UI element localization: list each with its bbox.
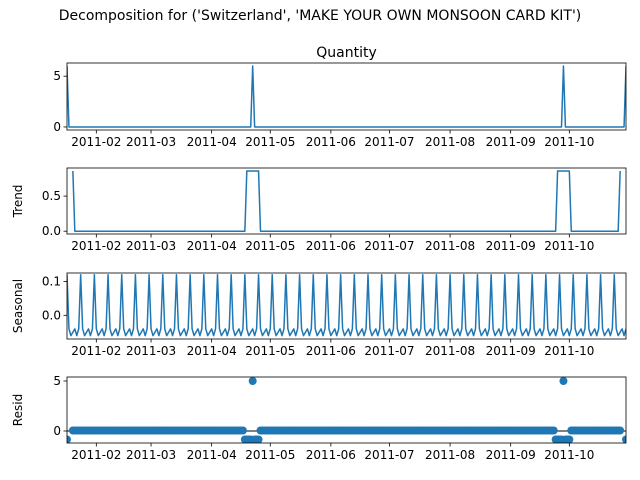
axes-frame: [66, 167, 627, 235]
x-tick-label: 2011-05: [245, 135, 295, 149]
x-tick-label: 2011-06: [306, 448, 356, 462]
x-tick-label: 2011-08: [425, 344, 475, 358]
x-tick-label: 2011-09: [486, 239, 536, 253]
y-tick-label: 5: [53, 374, 61, 388]
series-line: [67, 65, 626, 128]
x-tick-label: 2011-10: [544, 135, 594, 149]
y-axis-label: Seasonal: [11, 279, 25, 333]
x-tick-label: 2011-08: [425, 448, 475, 462]
figure-suptitle: Decomposition for ('Switzerland', 'MAKE …: [59, 8, 582, 24]
plot-area: [72, 170, 621, 232]
plot-area: [67, 65, 626, 128]
y-axis-label: Resid: [11, 394, 25, 426]
x-tick-label: 2011-04: [187, 448, 237, 462]
x-tick-label: 2011-02: [71, 135, 121, 149]
y-tick-label: 0.1: [42, 274, 61, 288]
x-tick-label: 2011-07: [364, 344, 414, 358]
axes-frame: [66, 62, 627, 131]
panels: 2011-02 2011-03 2011-04 2011-05 2011-06 2011-…: [11, 45, 627, 462]
x-tick-label: 2011-03: [126, 448, 176, 462]
x-tick-label: 2011-05: [245, 344, 295, 358]
y-tick-label: 0: [53, 120, 61, 134]
x-tick-label: 2011-07: [364, 448, 414, 462]
plot-area: [67, 273, 626, 337]
x-tick-label: 2011-05: [245, 448, 295, 462]
x-tick-label: 2011-04: [187, 239, 237, 253]
x-tick-label: 2011-02: [71, 239, 121, 253]
resid-point: [622, 435, 626, 443]
panel-title: Quantity: [316, 45, 377, 61]
x-tick-label: 2011-04: [187, 344, 237, 358]
y-tick-label: 0.0: [42, 308, 61, 322]
x-tick-label: 2011-10: [544, 239, 594, 253]
resid-point: [254, 435, 263, 443]
x-tick-label: 2011-03: [126, 239, 176, 253]
y-tick-label: 0: [53, 424, 61, 438]
x-tick-label: 2011-06: [306, 135, 356, 149]
panel-2: 2011-02 2011-03 2011-04 2011-05 2011-06 2011-…: [11, 167, 627, 253]
x-tick-label: 2011-03: [126, 135, 176, 149]
resid-point: [565, 435, 574, 443]
series-line: [67, 273, 626, 337]
x-tick-label: 2011-04: [187, 135, 237, 149]
panel-1: 2011-02 2011-03 2011-04 2011-05 2011-06 2011-…: [53, 45, 627, 149]
resid-point: [238, 426, 247, 435]
x-tick-label: 2011-09: [486, 448, 536, 462]
x-tick-label: 2011-07: [364, 239, 414, 253]
x-tick-label: 2011-10: [544, 344, 594, 358]
resid-point: [248, 377, 257, 385]
resid-point: [549, 426, 558, 435]
plot-area: [67, 377, 626, 443]
x-tick-label: 2011-09: [486, 344, 536, 358]
x-tick-label: 2011-08: [425, 135, 475, 149]
resid-point: [616, 426, 625, 435]
panel-4: 2011-02 2011-03 2011-04 2011-05 2011-06 2011-…: [11, 374, 627, 462]
y-tick-label: 0.0: [42, 224, 61, 238]
axes-frame: [66, 272, 627, 340]
x-tick-label: 2011-09: [486, 135, 536, 149]
x-tick-label: 2011-07: [364, 135, 414, 149]
x-tick-label: 2011-06: [306, 239, 356, 253]
resid-point: [67, 435, 71, 443]
panel-3: 2011-02 2011-03 2011-04 2011-05 2011-06 2011-…: [11, 272, 627, 358]
y-axis-label: Trend: [11, 185, 25, 219]
x-tick-label: 2011-06: [306, 344, 356, 358]
resid-point: [559, 377, 568, 385]
x-tick-label: 2011-08: [425, 239, 475, 253]
x-tick-label: 2011-10: [544, 448, 594, 462]
x-tick-label: 2011-02: [71, 344, 121, 358]
axes-frame: [66, 376, 627, 444]
y-tick-label: 0.5: [42, 189, 61, 203]
x-tick-label: 2011-03: [126, 344, 176, 358]
y-tick-label: 5: [53, 69, 61, 83]
x-tick-label: 2011-05: [245, 239, 295, 253]
series-line: [72, 170, 621, 232]
x-tick-label: 2011-02: [71, 448, 121, 462]
